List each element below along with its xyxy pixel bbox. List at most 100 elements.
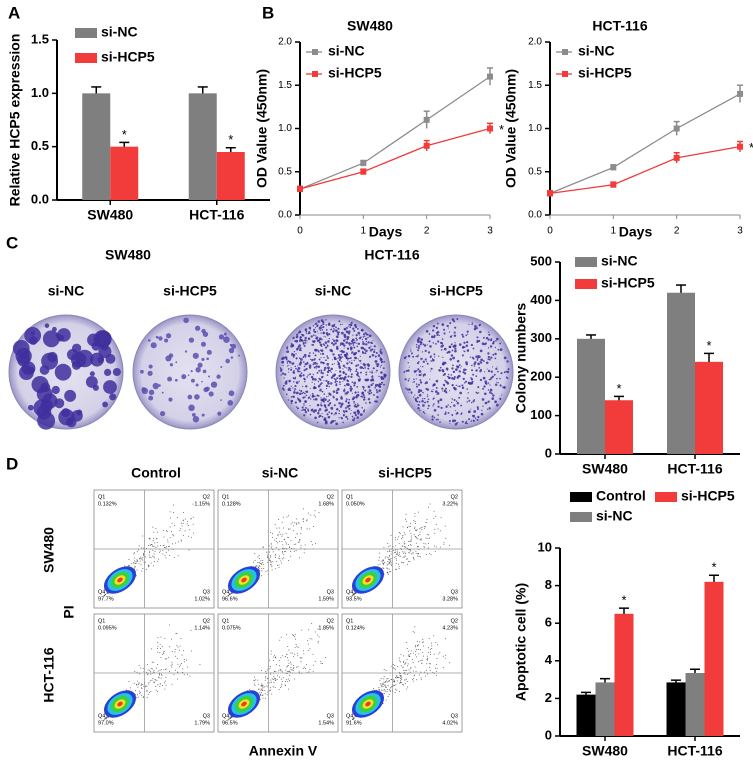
colony-group: si-NC	[315, 283, 352, 299]
flow-event	[161, 674, 162, 675]
flow-event	[155, 547, 156, 548]
flow-event	[315, 516, 316, 517]
colony	[348, 324, 350, 326]
flow-event	[264, 686, 265, 687]
flow-event	[149, 682, 150, 683]
flow-event	[435, 642, 436, 643]
flow-event	[418, 653, 419, 654]
colony	[357, 403, 358, 404]
flow-event	[393, 667, 394, 668]
colony	[296, 406, 297, 407]
colony	[338, 413, 340, 415]
colony	[309, 373, 311, 375]
colony	[229, 348, 234, 353]
colony	[324, 367, 327, 370]
flow-event	[298, 523, 299, 524]
flow-event	[390, 561, 391, 562]
colony	[303, 405, 304, 406]
flow-event	[300, 657, 301, 658]
flow-event	[420, 660, 421, 661]
flow-event	[404, 552, 405, 553]
colony	[302, 386, 303, 387]
flow-event	[254, 553, 255, 554]
flow-event	[288, 560, 289, 561]
colony	[217, 412, 221, 416]
marker	[487, 126, 493, 132]
colony	[337, 381, 338, 382]
colony	[346, 367, 347, 368]
colony	[473, 348, 475, 350]
colony	[466, 401, 468, 403]
bar	[110, 147, 138, 200]
colony	[423, 361, 425, 363]
flow-event	[140, 667, 141, 668]
flow-event	[389, 569, 390, 570]
flow-event	[413, 662, 414, 663]
colony	[450, 406, 452, 408]
flow-event	[164, 555, 165, 556]
colony	[332, 339, 333, 340]
flow-event	[355, 592, 356, 593]
colony	[480, 379, 482, 381]
flow-event	[141, 684, 142, 685]
flow-event	[391, 551, 392, 552]
colony	[451, 343, 453, 345]
colony	[319, 408, 322, 411]
flow-event	[259, 558, 260, 559]
flow-event	[381, 690, 382, 691]
colony	[299, 331, 302, 334]
flow-event	[414, 528, 415, 529]
significance: *	[122, 127, 127, 142]
colony	[444, 373, 445, 374]
flow-event	[409, 656, 410, 657]
flow-event	[400, 682, 401, 683]
flow-event	[410, 540, 411, 541]
colony	[470, 356, 471, 357]
flow-event	[143, 668, 144, 669]
colony	[424, 383, 426, 385]
colony	[466, 388, 468, 390]
flow-event	[280, 657, 281, 658]
colony	[352, 393, 353, 394]
colony	[488, 407, 490, 409]
colony	[426, 330, 429, 333]
colony	[442, 370, 444, 372]
flow-event	[393, 685, 394, 686]
flow-event	[278, 519, 279, 520]
flow-event	[414, 675, 415, 676]
flow-event	[396, 563, 397, 564]
flow-event	[438, 654, 439, 655]
flow-event	[261, 684, 262, 685]
colony	[181, 374, 186, 379]
flow-event	[271, 650, 272, 651]
flow-event	[288, 665, 289, 666]
colony	[328, 369, 330, 371]
flow-event	[157, 684, 158, 685]
flow-event	[189, 550, 190, 551]
colony	[485, 383, 487, 385]
flow-event	[402, 535, 403, 536]
flow-event	[276, 538, 277, 539]
flow-event	[165, 659, 166, 660]
bar	[686, 673, 705, 736]
quadrant-name: Q2	[451, 618, 458, 624]
flow-event	[139, 673, 140, 674]
colony	[416, 374, 417, 375]
flow-event	[176, 645, 177, 646]
colony	[490, 339, 492, 341]
colony	[325, 359, 327, 361]
colony	[456, 318, 458, 320]
colony	[489, 384, 490, 385]
flow-event	[261, 670, 262, 671]
colony	[356, 371, 357, 372]
x-tick-label: 0	[547, 226, 553, 237]
colony	[378, 376, 379, 377]
significance: *	[749, 140, 753, 155]
flow-event	[143, 553, 144, 554]
flow-event	[293, 656, 294, 657]
colony	[304, 345, 306, 347]
colony	[324, 369, 326, 371]
flow-event	[191, 518, 192, 519]
bar	[615, 614, 634, 736]
flow-event	[131, 563, 132, 564]
